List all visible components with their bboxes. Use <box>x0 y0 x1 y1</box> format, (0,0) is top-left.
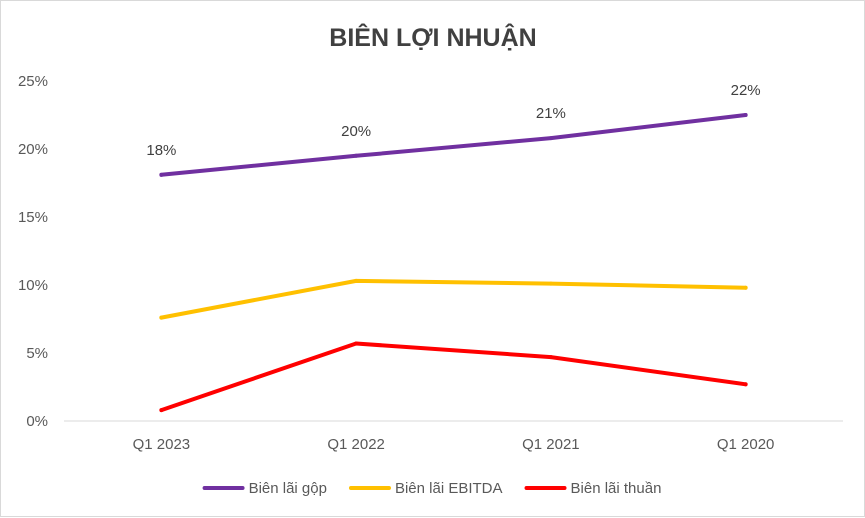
data-label: 22% <box>731 82 761 99</box>
legend-label: Biên lãi gộp <box>249 480 327 497</box>
data-point <box>159 408 164 413</box>
y-axis-ticks: 0% 5% 10% 15% 20% 25% <box>18 73 48 430</box>
data-point <box>548 355 553 360</box>
x-axis-ticks: Q1 2023 Q1 2022 Q1 2021 Q1 2020 <box>133 436 775 453</box>
series-line <box>159 341 748 413</box>
data-point <box>548 281 553 286</box>
legend: Biên lãi gộp Biên lãi EBITDA Biên lãi thuầ… <box>202 480 662 497</box>
data-point <box>743 113 748 117</box>
series-line <box>159 113 748 177</box>
data-label: 18% <box>146 142 176 159</box>
data-point <box>354 153 359 158</box>
x-tick-label: Q1 2021 <box>522 436 580 453</box>
x-tick-label: Q1 2022 <box>327 436 385 453</box>
y-tick-label: 20% <box>18 141 48 158</box>
data-point <box>354 278 359 283</box>
data-point <box>548 136 553 141</box>
data-point <box>743 382 748 387</box>
y-tick-label: 25% <box>18 73 48 90</box>
data-point <box>159 315 164 320</box>
x-tick-label: Q1 2023 <box>133 436 191 453</box>
chart-title: BIÊN LỢI NHUẬN <box>329 22 536 52</box>
series-lines <box>159 113 748 413</box>
y-tick-label: 0% <box>26 413 48 430</box>
x-tick-label: Q1 2020 <box>717 436 775 453</box>
data-label: 21% <box>536 105 566 122</box>
y-tick-label: 5% <box>26 345 48 362</box>
y-tick-label: 10% <box>18 277 48 294</box>
data-label: 20% <box>341 123 371 140</box>
data-labels: 18% 20% 21% 22% <box>146 82 760 159</box>
data-point <box>159 172 164 177</box>
y-tick-label: 15% <box>18 209 48 226</box>
data-point <box>354 341 359 346</box>
data-point <box>743 285 748 290</box>
series-line <box>159 278 748 320</box>
legend-label: Biên lãi thuần <box>571 480 662 497</box>
legend-label: Biên lãi EBITDA <box>395 480 503 497</box>
